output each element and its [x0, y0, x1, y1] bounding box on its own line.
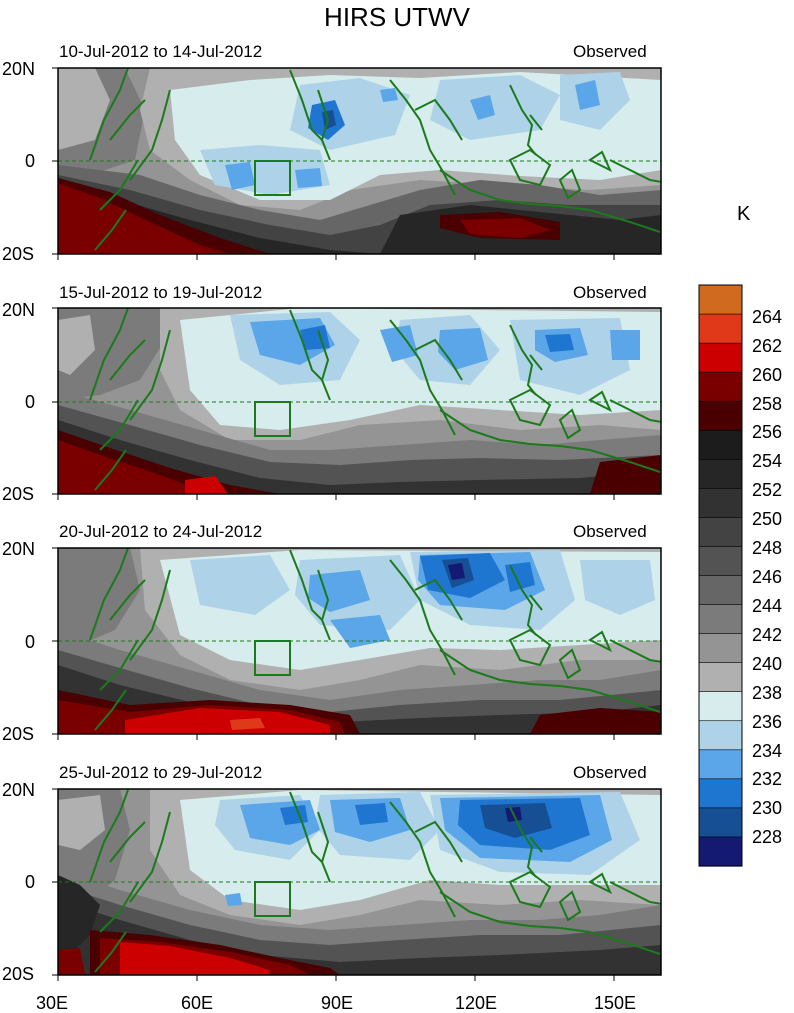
- colorbar-swatch: [698, 720, 743, 751]
- cb-label-258: 258: [752, 394, 783, 414]
- p4-lat-20n: 20N: [2, 780, 36, 800]
- colorbar: [698, 284, 743, 867]
- p3-lat-0: 0: [25, 632, 36, 652]
- colorbar-swatch: [698, 313, 743, 344]
- cb-label-242: 242: [752, 625, 783, 645]
- colorbar-swatch: [698, 778, 743, 809]
- panel-4-map: [58, 789, 661, 975]
- cb-label-230: 230: [752, 798, 783, 818]
- cb-label-238: 238: [752, 683, 783, 703]
- colorbar-swatch: [698, 546, 743, 577]
- p4-lat-0: 0: [25, 872, 36, 892]
- panel-2-map: [58, 308, 661, 494]
- lon-150e: 150E: [594, 993, 637, 1013]
- lon-30e: 30E: [36, 993, 69, 1013]
- cb-label-252: 252: [752, 480, 783, 500]
- cb-label-246: 246: [752, 567, 783, 587]
- panel-2-kind: Observed: [573, 283, 647, 302]
- p2-lat-20s: 20S: [2, 484, 35, 504]
- colorbar-swatch: [698, 575, 743, 606]
- colorbar-swatch: [698, 836, 743, 867]
- colorbar-swatch: [698, 633, 743, 664]
- p3-lat-20n: 20N: [2, 539, 36, 559]
- panel-2-period: 15-Jul-2012 to 19-Jul-2012: [59, 283, 263, 302]
- panel-2-frame: [57, 307, 662, 495]
- cb-label-264: 264: [752, 307, 783, 327]
- colorbar-swatch: [698, 517, 743, 548]
- cb-label-254: 254: [752, 451, 783, 471]
- colorbar-swatch: [698, 604, 743, 635]
- colorbar-swatch: [698, 458, 743, 489]
- colorbar-frame: [698, 284, 743, 867]
- colorbar-swatch: [698, 371, 743, 402]
- lat-ticks: [52, 67, 58, 976]
- figure-title: HIRS UTWV: [324, 2, 470, 32]
- lon-ticks: [57, 254, 615, 981]
- cb-label-228: 228: [752, 827, 783, 847]
- p2-lat-0: 0: [25, 392, 36, 412]
- cb-label-262: 262: [752, 336, 783, 356]
- colorbar-swatch: [698, 342, 743, 373]
- panel-3-map: [58, 548, 661, 734]
- panel-4-period: 25-Jul-2012 to 29-Jul-2012: [59, 763, 263, 782]
- lon-120e: 120E: [455, 993, 498, 1013]
- cb-label-236: 236: [752, 712, 783, 732]
- cb-label-240: 240: [752, 654, 783, 674]
- p2-lat-20n: 20N: [2, 300, 36, 320]
- panel-1-period: 10-Jul-2012 to 14-Jul-2012: [59, 42, 263, 61]
- p1-lat-0: 0: [25, 151, 36, 171]
- cb-label-244: 244: [752, 596, 783, 616]
- panel-1-map: [58, 68, 661, 254]
- cb-label-260: 260: [752, 365, 783, 385]
- p1-lat-20s: 20S: [2, 244, 35, 264]
- colorbar-swatch: [698, 429, 743, 460]
- panel-4-kind: Observed: [573, 763, 647, 782]
- colorbar-swatch: [698, 284, 743, 315]
- units-label: K: [737, 203, 751, 225]
- lon-90e: 90E: [321, 993, 354, 1013]
- p3-lat-20s: 20S: [2, 724, 35, 744]
- colorbar-swatch: [698, 749, 743, 780]
- lon-60e: 60E: [181, 993, 214, 1013]
- colorbar-swatch: [698, 400, 743, 431]
- cb-label-250: 250: [752, 509, 783, 529]
- colorbar-swatch: [698, 691, 743, 722]
- cb-label-234: 234: [752, 741, 783, 761]
- cb-label-232: 232: [752, 769, 783, 789]
- colorbar-swatch: [698, 488, 743, 519]
- p4-lat-20s: 20S: [2, 964, 35, 984]
- p1-lat-20n: 20N: [2, 59, 36, 79]
- colorbar-swatch: [698, 662, 743, 693]
- panel-3-period: 20-Jul-2012 to 24-Jul-2012: [59, 522, 263, 541]
- panel-3-kind: Observed: [573, 522, 647, 541]
- panel-1-kind: Observed: [573, 42, 647, 61]
- cb-label-248: 248: [752, 538, 783, 558]
- cb-label-256: 256: [752, 422, 783, 442]
- colorbar-swatch: [698, 807, 743, 838]
